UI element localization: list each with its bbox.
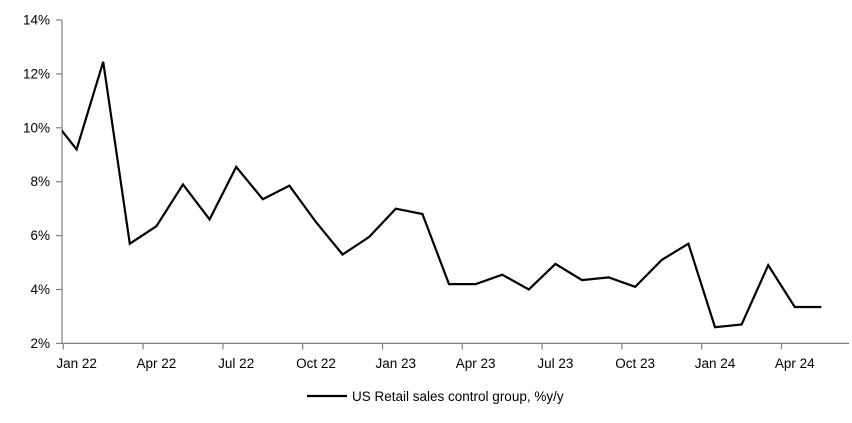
legend: US Retail sales control group, %y/y bbox=[307, 389, 564, 404]
y-tick-label: 10% bbox=[23, 120, 50, 135]
x-tick-label: Oct 22 bbox=[296, 356, 336, 371]
y-tick-label: 8% bbox=[30, 174, 50, 189]
x-axis-tick-group: Jan 22 Apr 22 Jul 22 Oct 22 Jan 23 Apr 23 Jul … bbox=[56, 343, 815, 371]
y-tick-label: 6% bbox=[30, 228, 50, 243]
x-tick-label: Apr 24 bbox=[775, 356, 815, 371]
x-tick-label: Apr 22 bbox=[137, 356, 177, 371]
series-line-us-retail-sales bbox=[62, 61, 822, 329]
x-tick-label: Jan 24 bbox=[695, 356, 736, 371]
x-tick-label: Jan 23 bbox=[376, 356, 417, 371]
x-tick-label: Apr 23 bbox=[456, 356, 496, 371]
x-tick-label: Jul 23 bbox=[537, 356, 573, 371]
y-tick-label: 14% bbox=[23, 13, 50, 28]
x-tick-label: Oct 23 bbox=[615, 356, 655, 371]
y-axis-tick-group: 14% 12% 10% 8% 6% 4% 2% bbox=[23, 13, 62, 351]
y-tick-label: 4% bbox=[30, 282, 50, 297]
x-tick-label: Jul 22 bbox=[218, 356, 254, 371]
y-tick-label: 12% bbox=[23, 66, 50, 81]
legend-label: US Retail sales control group, %y/y bbox=[352, 389, 564, 404]
x-tick-label: Jan 22 bbox=[56, 356, 97, 371]
y-tick-label: 2% bbox=[30, 336, 50, 351]
